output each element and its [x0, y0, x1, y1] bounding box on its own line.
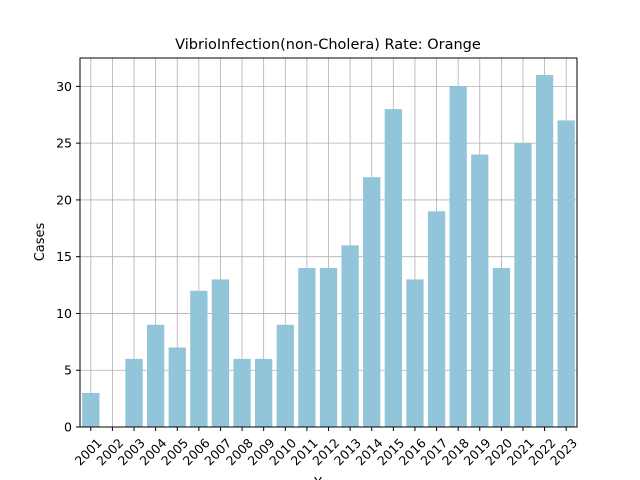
y-tick-label-5: 5	[64, 363, 72, 378]
bar-2016	[406, 279, 424, 427]
y-tick-label-15: 15	[56, 249, 72, 264]
bar-2020	[492, 268, 511, 427]
y-tick-label-30: 30	[56, 79, 72, 94]
chart-title: VibrioInfection(non-Cholera) Rate: Orang…	[175, 37, 481, 53]
bar-2013	[341, 245, 359, 427]
y-tick-label-25: 25	[56, 136, 72, 151]
y-tick-label-20: 20	[56, 192, 72, 207]
bar-2010	[276, 324, 294, 427]
bar-2003	[125, 358, 143, 427]
x-axis-label: Y	[313, 476, 322, 480]
bar-2012	[319, 268, 338, 427]
bar-2015	[384, 109, 402, 427]
bars	[82, 75, 575, 428]
bar-2005	[168, 347, 186, 427]
bar-2021	[514, 143, 532, 427]
bar-2001	[82, 392, 100, 427]
bar-2023	[557, 120, 575, 427]
bar-2006	[190, 290, 208, 427]
y-tick-label-10: 10	[56, 306, 72, 321]
y-tick-label-0: 0	[64, 420, 72, 435]
bar-2014	[363, 177, 381, 427]
bar-2007	[211, 279, 230, 427]
bar-2018	[449, 86, 467, 427]
bar-2004	[146, 324, 165, 427]
bar-2009	[255, 358, 273, 427]
bar-2008	[233, 358, 251, 427]
bar-2017	[427, 211, 446, 427]
y-ticks: 0 5 10 15 20 25 30	[56, 79, 80, 435]
bar-2022	[535, 75, 554, 428]
y-axis-label: Cases	[33, 222, 48, 261]
bar-2019	[471, 154, 489, 427]
bar-2011	[298, 268, 316, 427]
